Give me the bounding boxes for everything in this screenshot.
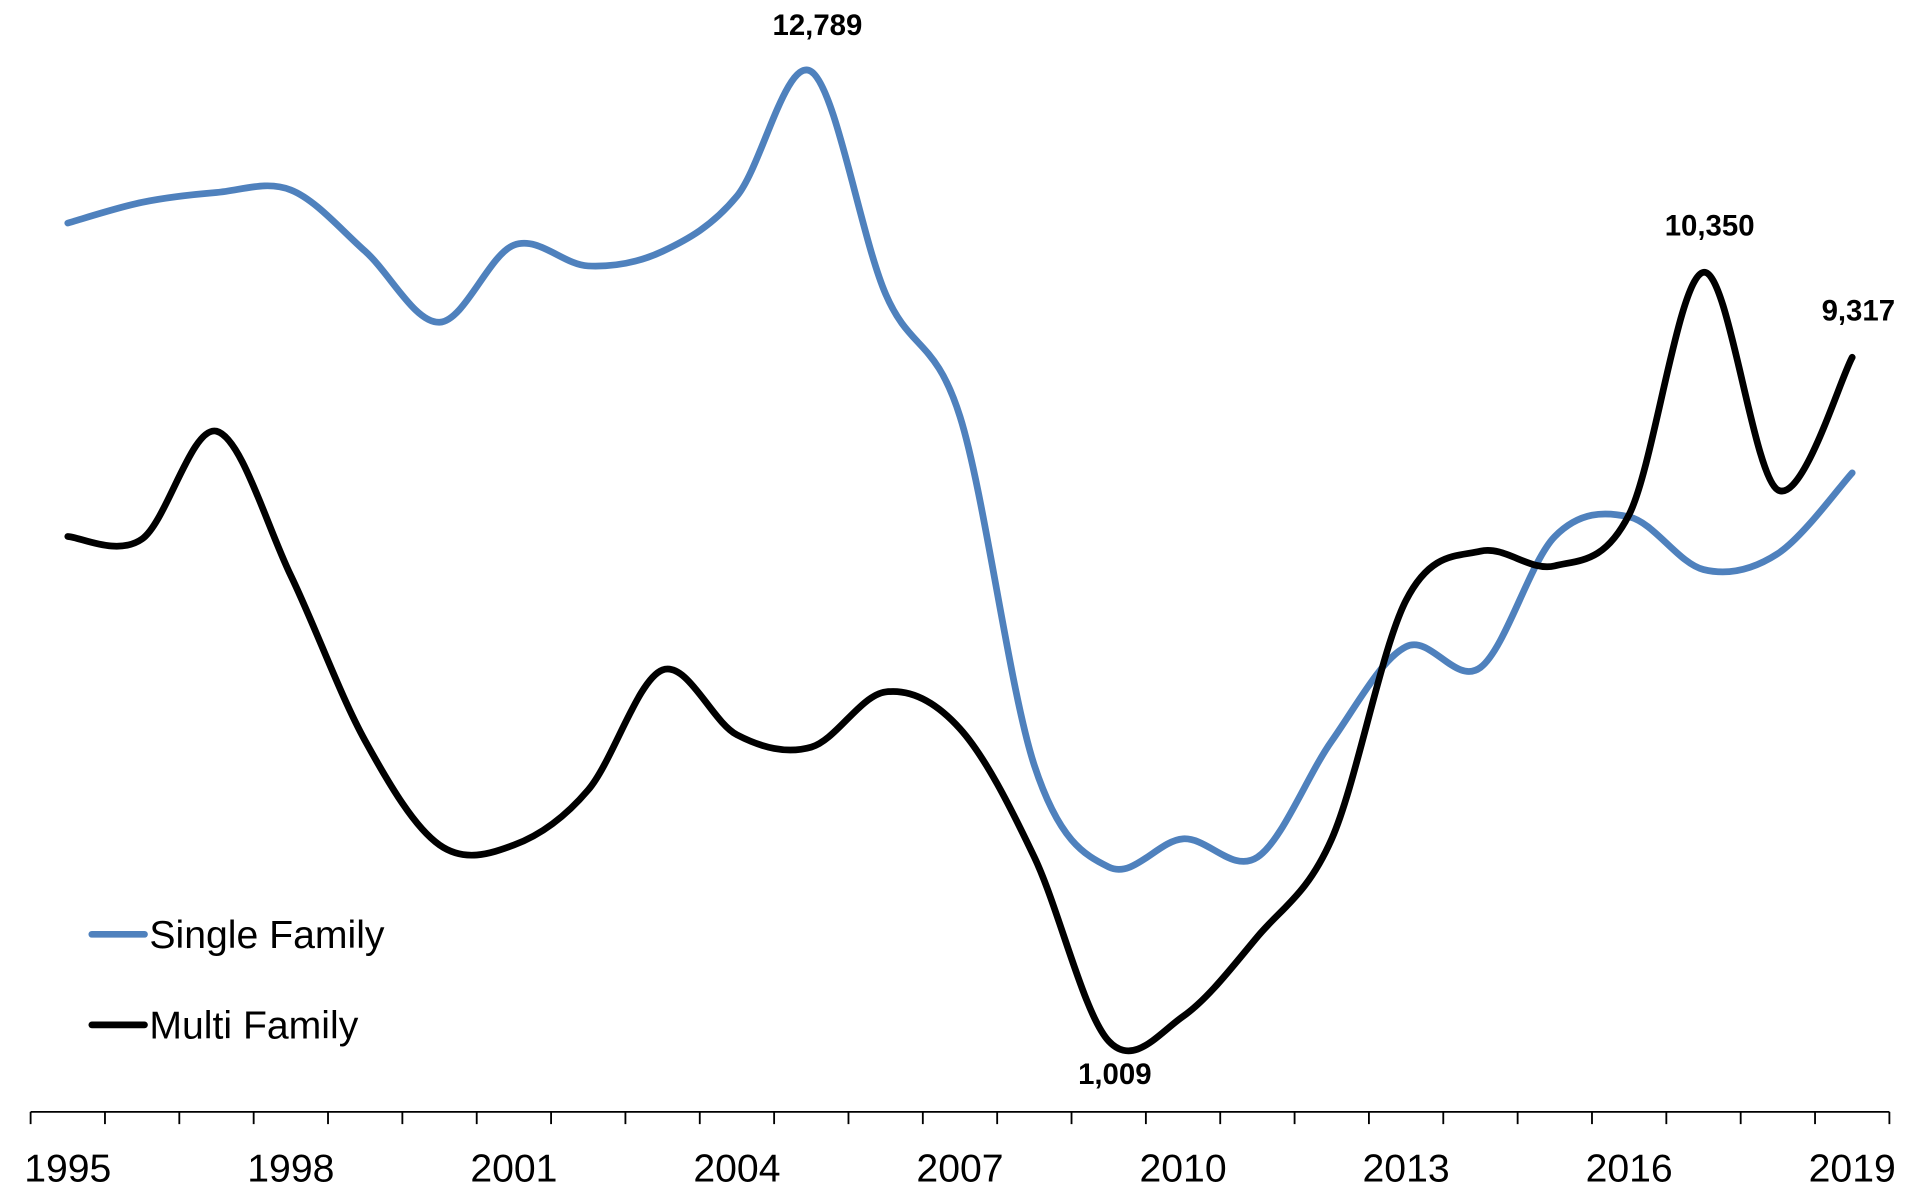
x-tick-label: 1995 (24, 1148, 111, 1191)
legend-label: Single Family (149, 914, 385, 957)
line-series (64, 268, 1856, 1055)
data-label: 9,317 (1822, 295, 1896, 328)
line-series (64, 66, 1856, 873)
x-tick-label: 2001 (470, 1148, 557, 1191)
legend-label: Multi Family (149, 1004, 358, 1047)
x-tick-label: 2007 (916, 1148, 1003, 1191)
x-tick-label: 2004 (693, 1148, 780, 1191)
data-label: 12,789 (772, 9, 862, 42)
x-tick-label: 2010 (1139, 1148, 1226, 1191)
x-tick-label: 1998 (247, 1148, 334, 1191)
x-tick-label: 2013 (1363, 1148, 1450, 1191)
x-tick-label: 2019 (1809, 1148, 1896, 1191)
data-label: 10,350 (1665, 210, 1755, 243)
data-label: 1,009 (1078, 1058, 1152, 1091)
x-tick-label: 2016 (1586, 1148, 1673, 1191)
